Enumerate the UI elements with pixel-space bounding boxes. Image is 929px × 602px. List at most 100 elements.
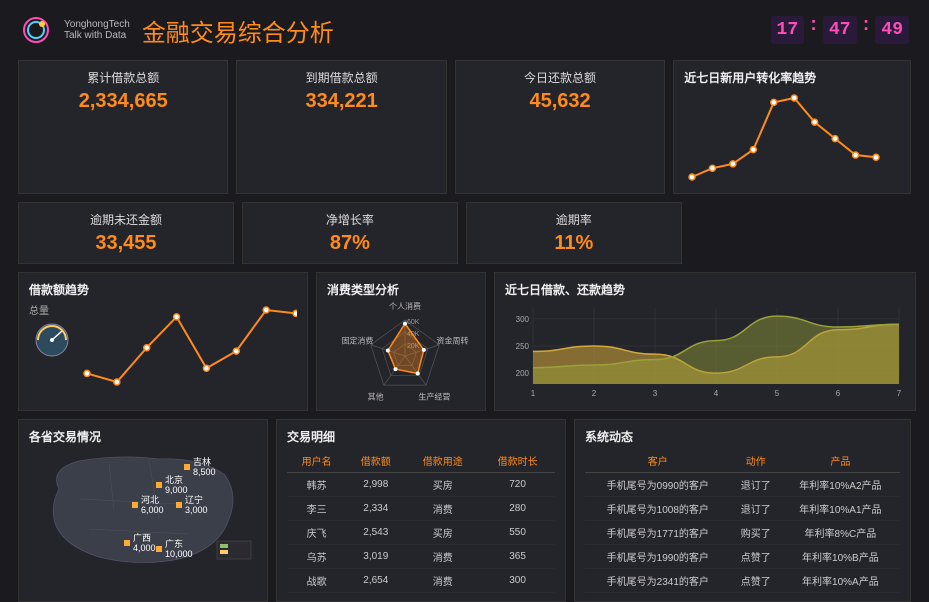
- trend-title: 近七日新用户转化率趋势: [684, 69, 900, 86]
- svg-text:6: 6: [836, 389, 841, 398]
- area-chart: 200 250 300 1 2 3 4 5 6 7: [505, 302, 905, 400]
- table-row: 庆飞2,543买房550: [287, 521, 555, 545]
- map-chart: 吉林8,500北京9,000河北6,000辽宁3,000广西4,000广东10,…: [29, 449, 259, 564]
- brand-name: YonghongTech: [64, 19, 130, 30]
- table-row: 手机尾号为1771的客户购买了年利率8%C产品: [585, 521, 900, 545]
- svg-text:300: 300: [516, 315, 530, 324]
- kpi-value: 11%: [477, 232, 671, 255]
- svg-text:8,500: 8,500: [193, 467, 216, 477]
- logo-title-group: YonghongTech Talk with Data 金融交易综合分析: [20, 13, 334, 48]
- table-header: 产品: [781, 449, 900, 473]
- table-row: 手机尾号为2341的客户点赞了年利率10%A产品: [585, 569, 900, 593]
- clock-seg: 47: [823, 16, 857, 44]
- table-row: 手机尾号为0990的客户退订了年利率10%A2产品: [585, 473, 900, 497]
- brand-sub: Talk with Data: [64, 30, 130, 41]
- gauge-label: 总量: [29, 302, 75, 317]
- svg-text:3: 3: [653, 389, 658, 398]
- logo-icon: [20, 14, 52, 46]
- map-panel: 各省交易情况 吉林8,500北京9,000河北6,000辽宁3,000广西4,0…: [18, 419, 268, 602]
- kpi-value: 87%: [253, 232, 447, 255]
- svg-text:广西: 广西: [133, 532, 151, 543]
- kpi-box: 今日还款总额 45,632: [455, 60, 665, 194]
- tx-table: 用户名借款额借款用途借款时长 韩苏2,998买房720李三2,334消费280庆…: [287, 449, 555, 593]
- kpi-label: 今日还款总额: [466, 69, 654, 86]
- clock-seg: 17: [771, 16, 805, 44]
- kpi-value: 2,334,665: [29, 90, 217, 113]
- svg-text:辽宁: 辽宁: [185, 494, 203, 505]
- svg-text:吉林: 吉林: [193, 456, 211, 467]
- svg-text:3,000: 3,000: [185, 505, 208, 515]
- radar-title: 消费类型分析: [327, 281, 475, 298]
- kpi-row-1: 累计借款总额 2,334,665 到期借款总额 334,221 今日还款总额 45,632…: [0, 60, 929, 194]
- kpi-label: 净增长率: [253, 211, 447, 228]
- svg-text:个人消费: 个人消费: [389, 302, 421, 311]
- loan-trend-panel: 借款额趋势 总量: [18, 272, 308, 411]
- table-header: 借款时长: [480, 449, 555, 473]
- svg-text:6,000: 6,000: [141, 505, 164, 515]
- kpi-box: 净增长率 87%: [242, 202, 458, 264]
- svg-text:其他: 其他: [368, 391, 384, 401]
- svg-text:9,000: 9,000: [165, 485, 188, 495]
- kpi-label: 累计借款总额: [29, 69, 217, 86]
- area-panel: 近七日借款、还款趋势 200 250 300 1 2 3 4 5 6 7: [494, 272, 916, 411]
- map-title: 各省交易情况: [29, 428, 257, 445]
- svg-text:2: 2: [592, 389, 597, 398]
- kpi-box: 累计借款总额 2,334,665: [18, 60, 228, 194]
- table-row: 手机尾号为1008的客户退订了年利率10%A1产品: [585, 497, 900, 521]
- kpi-row-2: 逾期未还金额 33,455 净增长率 87% 逾期率 11%: [0, 202, 929, 264]
- bottom-row: 各省交易情况 吉林8,500北京9,000河北6,000辽宁3,000广西4,0…: [0, 419, 929, 602]
- gauge: 总量: [29, 302, 75, 357]
- svg-text:4: 4: [714, 389, 719, 398]
- table-header: 动作: [731, 449, 781, 473]
- table-row: 手机尾号为1990的客户点赞了年利率10%B产品: [585, 545, 900, 569]
- sys-panel: 系统动态 客户动作产品 手机尾号为0990的客户退订了年利率10%A2产品手机尾…: [574, 419, 911, 602]
- svg-text:广东: 广东: [165, 538, 183, 549]
- table-header: 借款用途: [405, 449, 480, 473]
- table-row: 韩苏2,998买房720: [287, 473, 555, 497]
- brand-text: YonghongTech Talk with Data: [64, 19, 130, 41]
- table-row: 李三2,334消费280: [287, 497, 555, 521]
- loan-trend-title: 借款额趋势: [29, 281, 297, 298]
- table-row: 战歌2,654消费300: [287, 569, 555, 593]
- table-header: 用户名: [287, 449, 346, 473]
- loan-trend-chart: [79, 302, 297, 390]
- radar-panel: 消费类型分析 个人消费资金周转生产经营其他固定消费60K40K20K: [316, 272, 486, 411]
- kpi-box: 到期借款总额 334,221: [236, 60, 446, 194]
- svg-text:60K: 60K: [407, 319, 420, 326]
- page-title: 金融交易综合分析: [142, 13, 334, 48]
- svg-text:10,000: 10,000: [165, 549, 193, 559]
- table-row: 乌苏3,019消费365: [287, 545, 555, 569]
- kpi-box: 逾期未还金额 33,455: [18, 202, 234, 264]
- kpi-box: 逾期率 11%: [466, 202, 682, 264]
- svg-text:5: 5: [775, 389, 780, 398]
- charts-row: 借款额趋势 总量 消费类型分析 个人消费资金周转生产经营其他固定消费60K40K…: [0, 272, 929, 411]
- tx-title: 交易明细: [287, 428, 555, 445]
- svg-text:1: 1: [531, 389, 536, 398]
- sys-title: 系统动态: [585, 428, 900, 445]
- trend-panel: 近七日新用户转化率趋势: [673, 60, 911, 194]
- svg-text:200: 200: [516, 369, 530, 378]
- kpi-value: 334,221: [247, 90, 435, 113]
- svg-text:资金周转: 资金周转: [437, 336, 469, 346]
- svg-text:4,000: 4,000: [133, 543, 156, 553]
- area-title: 近七日借款、还款趋势: [505, 281, 905, 298]
- trend-chart: [684, 90, 884, 185]
- radar-chart: 个人消费资金周转生产经营其他固定消费60K40K20K: [327, 302, 482, 402]
- svg-text:生产经营: 生产经营: [418, 391, 450, 401]
- clock-seg: 49: [875, 16, 909, 44]
- svg-text:250: 250: [516, 342, 530, 351]
- header: YonghongTech Talk with Data 金融交易综合分析 17:…: [0, 0, 929, 60]
- kpi-label: 逾期未还金额: [29, 211, 223, 228]
- clock: 17:47:49: [771, 16, 909, 44]
- kpi-value: 33,455: [29, 232, 223, 255]
- svg-text:7: 7: [897, 389, 902, 398]
- table-header: 客户: [585, 449, 731, 473]
- tx-panel: 交易明细 用户名借款额借款用途借款时长 韩苏2,998买房720李三2,334消…: [276, 419, 566, 602]
- kpi-value: 45,632: [466, 90, 654, 113]
- svg-text:河北: 河北: [141, 494, 159, 505]
- kpi-label: 到期借款总额: [247, 69, 435, 86]
- kpi-label: 逾期率: [477, 211, 671, 228]
- table-header: 借款额: [346, 449, 405, 473]
- sys-table: 客户动作产品 手机尾号为0990的客户退订了年利率10%A2产品手机尾号为100…: [585, 449, 900, 593]
- svg-text:固定消费: 固定消费: [341, 336, 373, 346]
